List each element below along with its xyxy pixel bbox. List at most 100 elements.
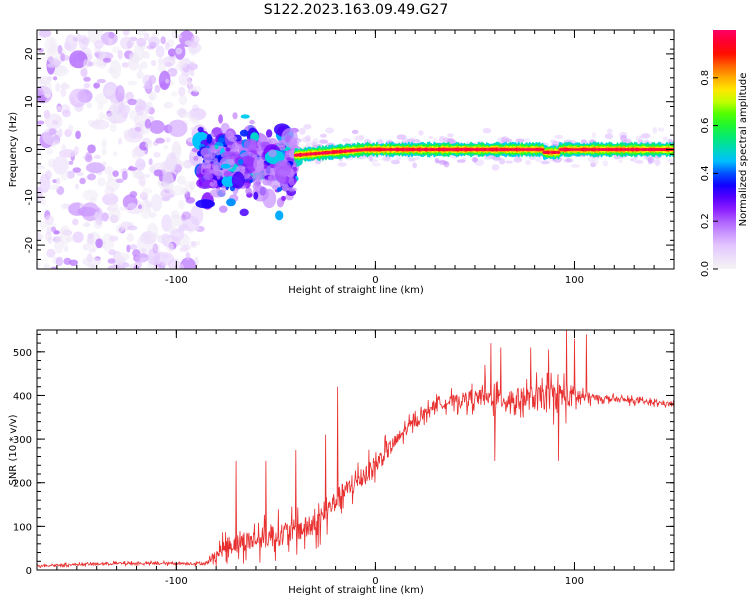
heatmap-cell — [618, 159, 623, 164]
heatmap-cell — [148, 158, 153, 166]
snr-y-tick-label: 500 — [13, 348, 32, 359]
heatmap-cell — [641, 132, 651, 139]
heatmap-cell — [197, 126, 204, 133]
heatmap-cell — [142, 173, 151, 178]
chart-title: S122.2023.163.09.49.G27 — [264, 2, 449, 18]
heatmap-cell — [37, 144, 43, 154]
heatmap-cell — [218, 137, 225, 143]
heatmap-cell — [418, 130, 424, 136]
heatmap-cell — [196, 240, 201, 245]
heatmap-cell — [220, 163, 231, 169]
heatmap-cell — [60, 81, 68, 91]
heatmap-cell — [301, 136, 311, 143]
heatmap-cell — [164, 237, 174, 242]
heatmap-cell — [182, 244, 192, 251]
heatmap-cell — [101, 139, 107, 149]
heatmap-cell — [37, 120, 45, 125]
heatmap-cell — [108, 36, 113, 47]
heatmap-cell — [138, 176, 146, 187]
heatmap-cell — [549, 139, 557, 144]
heatmap-cell — [48, 38, 56, 49]
heatmap-cell — [580, 139, 587, 145]
heatmap-cell — [82, 222, 91, 227]
heatmap-cell — [188, 40, 198, 49]
heatmap-cell — [491, 164, 500, 171]
snr-y-tick-label: 400 — [13, 391, 32, 402]
heatmap-cell — [113, 151, 118, 157]
heatmap-cell — [124, 93, 133, 99]
heatmap-cell — [108, 32, 115, 39]
heatmap-cell — [49, 184, 60, 191]
heatmap-cell — [57, 44, 63, 55]
heatmap-cell — [165, 152, 177, 173]
heatmap-cell — [166, 242, 174, 253]
heatmap-cell — [482, 127, 492, 134]
heatmap-cell — [119, 100, 124, 109]
heatmap-cell — [43, 93, 52, 98]
heatmap-cell — [176, 175, 186, 185]
heatmap-cell — [72, 218, 79, 226]
heatmap-cell — [179, 257, 196, 269]
heatmap-cell — [654, 158, 661, 166]
heatmap-cell — [68, 160, 74, 165]
heatmap-cell — [178, 95, 188, 106]
heatmap-x-tick-label: 0 — [372, 275, 378, 286]
heatmap-cell — [119, 36, 134, 50]
heatmap-cell — [602, 160, 609, 167]
heatmap-cell — [243, 138, 258, 151]
heatmap-cell — [50, 266, 58, 269]
heatmap-cell — [45, 148, 54, 155]
heatmap-cell — [245, 187, 252, 195]
heatmap-cell — [171, 91, 178, 97]
heatmap-cell — [188, 61, 195, 71]
snr-x-axis-label: Height of straight line (km) — [288, 585, 424, 596]
heatmap-cell — [189, 181, 196, 190]
heatmap-cell — [46, 75, 53, 81]
heatmap-cell — [212, 157, 219, 164]
heatmap-cell — [554, 134, 564, 140]
heatmap-cell — [108, 201, 119, 212]
heatmap-cell — [351, 129, 359, 135]
heatmap-cell — [47, 158, 57, 168]
heatmap-cell — [37, 109, 40, 114]
heatmap-cell — [82, 189, 99, 201]
heatmap-cell — [221, 175, 236, 187]
heatmap-cell — [149, 120, 165, 134]
heatmap-cell — [273, 160, 292, 177]
heatmap-x-tick-label: -100 — [165, 275, 188, 286]
heatmap-cell — [325, 127, 335, 134]
heatmap-cell — [129, 244, 138, 250]
heatmap-cell — [218, 205, 228, 213]
heatmap-x-axis-label: Height of straight line (km) — [288, 285, 424, 296]
heatmap-cell — [376, 139, 384, 145]
heatmap-cell — [98, 111, 104, 122]
heatmap-y-axis-label: Frequency (Hz) — [8, 112, 19, 188]
heatmap-cell — [122, 30, 130, 36]
heatmap-cell — [115, 224, 125, 233]
heatmap-cell — [157, 63, 166, 73]
heatmap-cell — [167, 119, 188, 137]
heatmap-cell — [189, 48, 197, 56]
heatmap-cell — [142, 232, 152, 242]
heatmap-cell — [103, 166, 114, 175]
heatmap-cell — [620, 134, 627, 142]
heatmap-cell — [135, 98, 145, 116]
heatmap-cell — [395, 156, 402, 162]
heatmap-cell — [515, 138, 525, 143]
heatmap-cell — [43, 263, 51, 269]
heatmap-cell — [122, 262, 130, 268]
heatmap-cell — [83, 82, 91, 89]
snr-y-tick-label: 100 — [13, 522, 32, 533]
heatmap-cell — [438, 136, 446, 143]
colorbar-tick-label: 0.4 — [700, 165, 711, 181]
heatmap-cell — [83, 59, 89, 70]
heatmap-cell — [232, 112, 238, 120]
colorbar-tick-label: 0.0 — [700, 261, 711, 277]
heatmap-cell — [263, 163, 268, 169]
heatmap-cell — [150, 193, 163, 212]
heatmap-cell — [148, 74, 157, 85]
heatmap-cell — [44, 215, 54, 225]
snr-x-tick-label: -100 — [165, 576, 188, 587]
heatmap-cell — [432, 137, 439, 143]
heatmap-cell — [95, 238, 103, 249]
